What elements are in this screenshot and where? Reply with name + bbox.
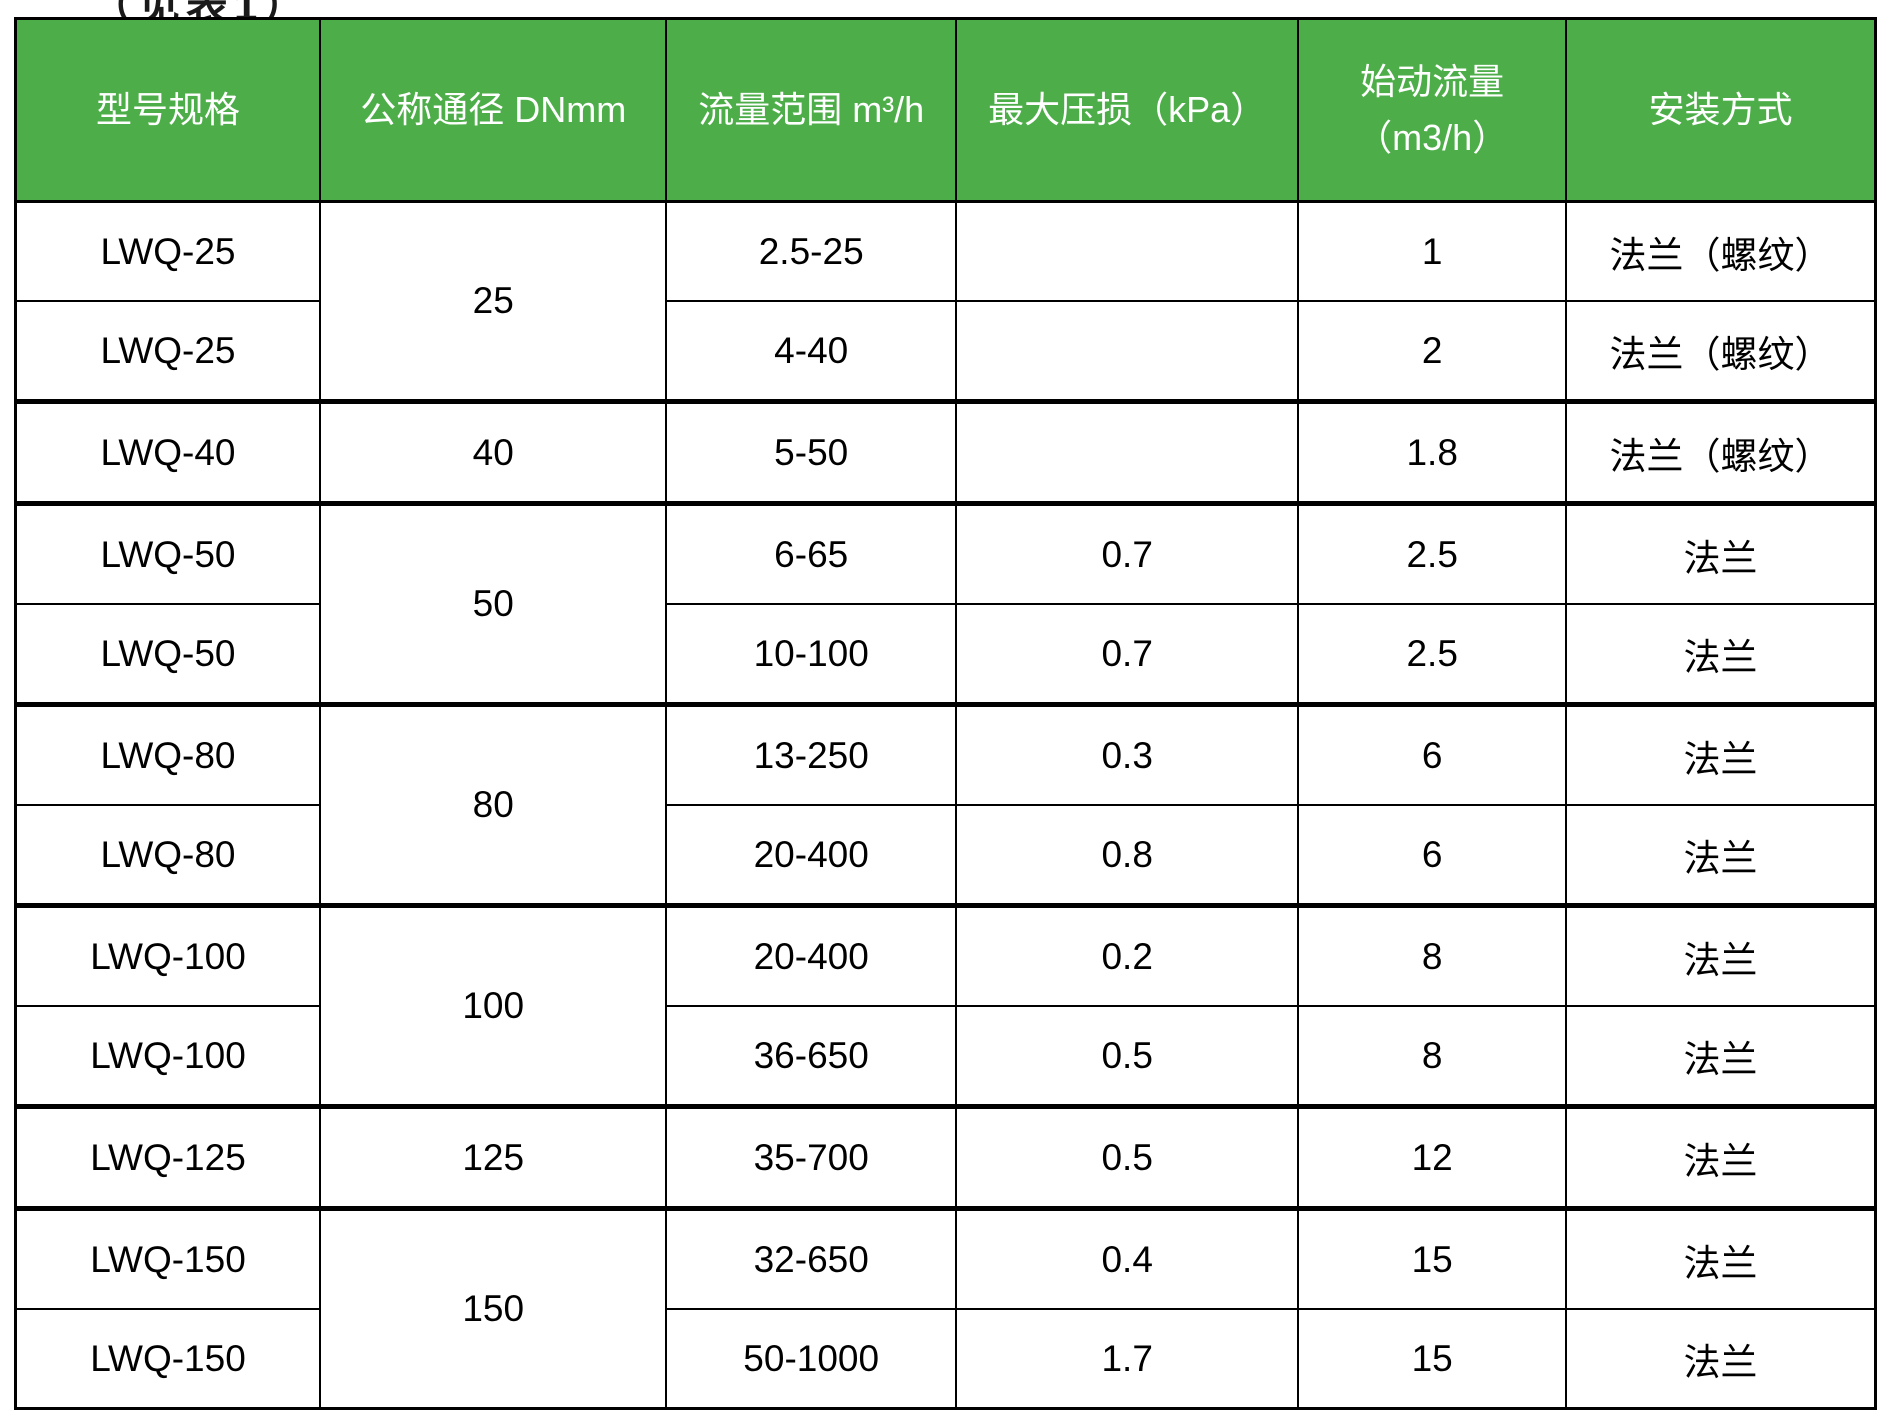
table-row: LWQ-80 80 13-250 0.3 6 法兰	[14, 702, 1877, 907]
cell-install-type: 法兰	[1564, 702, 1877, 806]
cell-flow-range: 36-650	[665, 1005, 957, 1108]
cell-model: LWQ-80	[14, 702, 321, 806]
col-header-start-flow: 始动流量 （m3/h）	[1297, 17, 1567, 203]
cell-start-flow: 15	[1297, 1206, 1567, 1310]
spec-table: 型号规格 公称通径 DNmm 流量范围 m³/h 最大压损（kPa） 始动流量 （m3/h…	[14, 17, 1877, 1410]
cell-flow-range: 13-250	[665, 702, 957, 806]
cell-flow-range: 35-700	[665, 1104, 957, 1210]
cell-dn: 80	[318, 702, 668, 907]
header-row: 型号规格 公称通径 DNmm 流量范围 m³/h 最大压损（kPa） 始动流量 （m3/h…	[14, 17, 1877, 203]
header-line: 最大压损（kPa）	[988, 89, 1267, 131]
cell-flow-range: 4-40	[665, 300, 957, 403]
spec-table-body: LWQ-25 25 2.5-25 1 法兰（螺纹） LWQ-25 4-40 2 法兰（螺纹） LW…	[14, 200, 1877, 1410]
cell-flow-range: 2.5-25	[665, 200, 957, 302]
table-row: LWQ-80 20-400 0.8 6 法兰	[14, 804, 1877, 907]
cell-max-pressure-loss: 0.8	[954, 804, 1300, 907]
cell-install-type: 法兰	[1564, 1104, 1877, 1210]
col-header-install-type: 安装方式	[1564, 17, 1877, 203]
cell-flow-range: 10-100	[665, 603, 957, 706]
table-row: LWQ-25 4-40 2 法兰（螺纹）	[14, 300, 1877, 403]
cell-flow-range: 5-50	[665, 399, 957, 505]
cell-model: LWQ-150	[14, 1206, 321, 1310]
cell-install-type: 法兰（螺纹）	[1564, 200, 1877, 302]
cell-max-pressure-loss: 0.7	[954, 501, 1300, 605]
cell-start-flow: 2.5	[1297, 603, 1567, 706]
header-line: 公称通径 DNmm	[360, 89, 627, 131]
cell-flow-range: 6-65	[665, 501, 957, 605]
table-row: LWQ-100 100 20-400 0.2 8 法兰	[14, 903, 1877, 1108]
cell-start-flow: 2	[1297, 300, 1567, 403]
cell-install-type: 法兰	[1564, 1206, 1877, 1310]
table-row: LWQ-100 36-650 0.5 8 法兰	[14, 1005, 1877, 1108]
cell-max-pressure-loss: 0.2	[954, 903, 1300, 1007]
cell-model: LWQ-25	[14, 200, 321, 302]
header-line: 安装方式	[1648, 89, 1793, 131]
cell-flow-range: 50-1000	[665, 1308, 957, 1410]
cell-install-type: 法兰	[1564, 1308, 1877, 1410]
cell-model: LWQ-25	[14, 300, 321, 403]
cell-max-pressure-loss	[954, 300, 1300, 403]
cell-model: LWQ-80	[14, 804, 321, 907]
cell-start-flow: 1	[1297, 200, 1567, 302]
spec-table-header: 型号规格 公称通径 DNmm 流量范围 m³/h 最大压损（kPa） 始动流量 （m3/h…	[14, 17, 1877, 203]
cell-max-pressure-loss	[954, 399, 1300, 505]
cell-model: LWQ-50	[14, 603, 321, 706]
cell-start-flow: 6	[1297, 702, 1567, 806]
cell-max-pressure-loss: 0.5	[954, 1104, 1300, 1210]
cell-model: LWQ-100	[14, 903, 321, 1007]
cell-flow-range: 20-400	[665, 903, 957, 1007]
table-row: LWQ-25 25 2.5-25 1 法兰（螺纹）	[14, 200, 1877, 403]
header-line: 始动流量	[1360, 61, 1505, 103]
cell-start-flow: 8	[1297, 1005, 1567, 1108]
table-row: LWQ-50 10-100 0.7 2.5 法兰	[14, 603, 1877, 706]
cell-model: LWQ-40	[14, 399, 321, 505]
cell-max-pressure-loss: 0.7	[954, 603, 1300, 706]
cell-max-pressure-loss: 0.4	[954, 1206, 1300, 1310]
col-header-model: 型号规格	[14, 17, 321, 203]
cell-dn: 50	[318, 501, 668, 706]
table-row: LWQ-50 50 6-65 0.7 2.5 法兰	[14, 501, 1877, 706]
cell-model: LWQ-100	[14, 1005, 321, 1108]
cell-model: LWQ-50	[14, 501, 321, 605]
cell-dn: 100	[318, 903, 668, 1108]
cell-install-type: 法兰	[1564, 804, 1877, 907]
cell-model: LWQ-125	[14, 1104, 321, 1210]
cell-dn: 125	[318, 1104, 668, 1210]
cell-start-flow: 2.5	[1297, 501, 1567, 605]
cell-install-type: 法兰	[1564, 1005, 1877, 1108]
table-row: LWQ-150 150 32-650 0.4 15 法兰	[14, 1206, 1877, 1410]
cell-install-type: 法兰	[1564, 903, 1877, 1007]
cell-dn: 40	[318, 399, 668, 505]
table-row: LWQ-125 125 35-700 0.5 12 法兰	[14, 1104, 1877, 1210]
cell-install-type: 法兰（螺纹）	[1564, 300, 1877, 403]
col-header-flow-range: 流量范围 m³/h	[665, 17, 957, 203]
cell-install-type: 法兰	[1564, 603, 1877, 706]
header-line: 流量范围 m³/h	[698, 89, 925, 131]
cell-max-pressure-loss: 0.3	[954, 702, 1300, 806]
cell-start-flow: 6	[1297, 804, 1567, 907]
cell-max-pressure-loss	[954, 200, 1300, 302]
cell-start-flow: 8	[1297, 903, 1567, 1007]
cell-dn: 150	[318, 1206, 668, 1410]
cell-start-flow: 12	[1297, 1104, 1567, 1210]
cell-install-type: 法兰（螺纹）	[1564, 399, 1877, 505]
col-header-max-pressure-loss: 最大压损（kPa）	[954, 17, 1300, 203]
col-header-dn: 公称通径 DNmm	[318, 17, 668, 203]
header-line: 型号规格	[95, 89, 240, 131]
cell-start-flow: 1.8	[1297, 399, 1567, 505]
cell-model: LWQ-150	[14, 1308, 321, 1410]
cell-max-pressure-loss: 1.7	[954, 1308, 1300, 1410]
cell-install-type: 法兰	[1564, 501, 1877, 605]
cell-flow-range: 20-400	[665, 804, 957, 907]
table-row: LWQ-150 50-1000 1.7 15 法兰	[14, 1308, 1877, 1410]
header-line: （m3/h）	[1356, 117, 1509, 158]
table-row: LWQ-40 40 5-50 1.8 法兰（螺纹）	[14, 399, 1877, 505]
cell-max-pressure-loss: 0.5	[954, 1005, 1300, 1108]
cell-start-flow: 15	[1297, 1308, 1567, 1410]
cell-flow-range: 32-650	[665, 1206, 957, 1310]
cell-dn: 25	[318, 200, 668, 403]
